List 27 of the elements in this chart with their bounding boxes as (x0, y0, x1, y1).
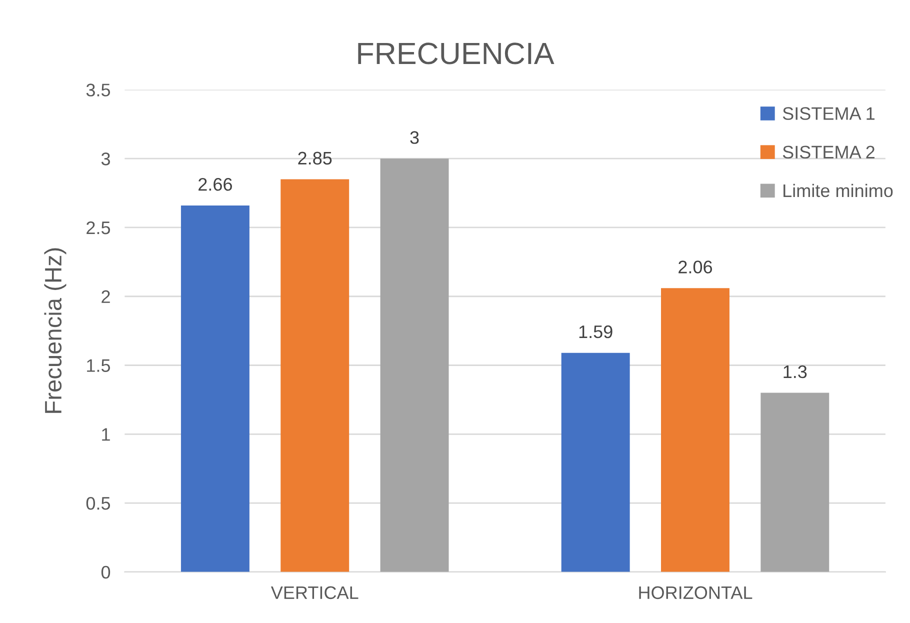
bar (760, 392, 830, 572)
bar (380, 158, 449, 572)
legend-label: SISTEMA 1 (782, 107, 875, 120)
x-tick-label: HORIZONTAL (639, 586, 752, 600)
y-tick-label: 2 (102, 290, 110, 303)
legend-label: Limite minimo (784, 184, 893, 198)
y-tick-label: 3.5 (86, 84, 110, 96)
y-tick-label: 1 (102, 428, 110, 441)
data-label: 2.06 (678, 260, 712, 274)
data-label: 1.3 (784, 365, 807, 378)
y-tick-label: 0.5 (86, 496, 110, 510)
data-label: 2.85 (298, 152, 332, 165)
bar (180, 205, 250, 572)
bar (561, 352, 630, 572)
data-label: 2.66 (198, 178, 232, 191)
y-tick-label: 1.5 (87, 359, 110, 372)
y-tick-label: 3 (101, 152, 110, 166)
y-tick-label: 0 (101, 566, 110, 579)
data-label: 3 (410, 131, 419, 144)
bar (661, 288, 730, 572)
x-tick-label: VERTICAL (270, 586, 358, 600)
data-label: 1.59 (579, 325, 612, 338)
y-tick-label: 2.5 (86, 221, 110, 234)
chart-title: FRECUENCIA (358, 42, 554, 64)
legend-label: SISTEMA 2 (782, 146, 874, 159)
bar (280, 179, 350, 572)
y-axis-title: Frecuencia (Hz) (44, 248, 66, 413)
